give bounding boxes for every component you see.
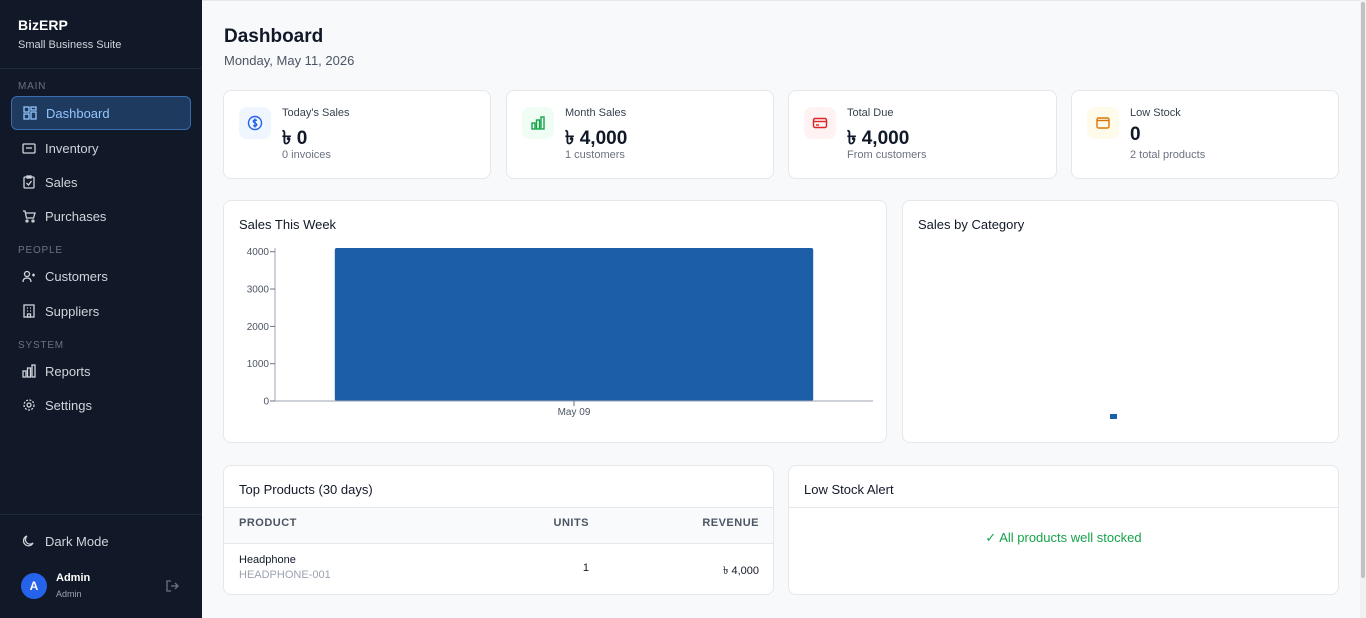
inventory-icon bbox=[22, 141, 36, 155]
sidebar-item-settings[interactable]: Settings bbox=[11, 388, 191, 422]
sales-week-chart: 0 1000 2000 3000 4000 May 09 bbox=[247, 247, 873, 418]
column-header-units: UNITS bbox=[553, 517, 589, 529]
sales-category-card: Sales by Category bbox=[902, 200, 1339, 443]
sidebar-item-sales[interactable]: Sales bbox=[11, 165, 191, 199]
stat-card-todays-sales: Today's Sales ৳ 0 0 invoices bbox=[223, 90, 491, 179]
page-title: Dashboard bbox=[224, 26, 324, 47]
building-icon bbox=[22, 304, 36, 318]
stat-card-total-due: Total Due ৳ 4,000 From customers bbox=[788, 90, 1057, 179]
divider bbox=[789, 507, 1338, 508]
customers-icon bbox=[22, 269, 36, 283]
stat-value: ৳ 4,000 bbox=[565, 128, 628, 149]
column-header-revenue: REVENUE bbox=[702, 517, 759, 529]
top-products-card: Top Products (30 days) PRODUCT UNITS REV… bbox=[223, 465, 774, 595]
product-sku: HEADPHONE-001 bbox=[239, 569, 331, 581]
dark-mode-label: Dark Mode bbox=[45, 533, 109, 549]
sidebar-footer bbox=[0, 514, 202, 618]
card-title: Sales This Week bbox=[239, 217, 337, 232]
logout-icon[interactable] bbox=[165, 579, 179, 593]
product-revenue: ৳ 4,000 bbox=[722, 565, 759, 577]
stat-value: ৳ 4,000 bbox=[847, 128, 910, 149]
stat-card-low-stock: Low Stock 0 2 total products bbox=[1071, 90, 1339, 179]
sidebar-item-label: Customers bbox=[45, 268, 108, 284]
low-stock-card: Low Stock Alert ✓ All products well stoc… bbox=[788, 465, 1339, 595]
sidebar-item-purchases[interactable]: Purchases bbox=[11, 199, 191, 233]
product-name: Headphone bbox=[239, 554, 296, 566]
user-name: Admin bbox=[56, 572, 91, 584]
brand: BizERP Small Business Suite bbox=[0, 0, 202, 69]
stat-label: Low Stock bbox=[1130, 107, 1181, 119]
stat-label: Total Due bbox=[847, 107, 894, 119]
sidebar-item-label: Dashboard bbox=[46, 105, 110, 121]
avatar[interactable]: A bbox=[21, 573, 47, 599]
sales-icon bbox=[22, 175, 36, 189]
section-label-people: PEOPLE bbox=[18, 245, 63, 256]
user-role: Admin bbox=[56, 589, 82, 599]
app-subtitle: Small Business Suite bbox=[18, 39, 122, 51]
sidebar-item-customers[interactable]: Customers bbox=[11, 259, 191, 293]
sidebar-item-suppliers[interactable]: Suppliers bbox=[11, 294, 191, 328]
dollar-icon bbox=[239, 107, 271, 139]
stat-value: 0 bbox=[1130, 124, 1141, 145]
column-header-product: PRODUCT bbox=[239, 517, 297, 529]
sidebar-item-dashboard[interactable]: Dashboard bbox=[11, 96, 191, 130]
bar-chart-icon bbox=[22, 364, 36, 378]
cart-icon bbox=[22, 209, 36, 223]
stat-card-month-sales: Month Sales ৳ 4,000 1 customers bbox=[506, 90, 774, 179]
low-stock-message: ✓ All products well stocked bbox=[985, 530, 1142, 545]
section-label-system: SYSTEM bbox=[18, 340, 64, 351]
sidebar-item-label: Settings bbox=[45, 397, 92, 413]
sidebar-item-label: Inventory bbox=[45, 140, 99, 156]
stat-subtext: From customers bbox=[847, 149, 927, 161]
sales-week-card: Sales This Week 0 1000 2000 3000 4000 May 09 bbox=[223, 200, 887, 443]
sales-category-chart bbox=[1110, 414, 1117, 419]
card-title: Low Stock Alert bbox=[804, 482, 894, 497]
stat-label: Month Sales bbox=[565, 107, 627, 119]
sidebar-item-label: Purchases bbox=[45, 208, 107, 224]
bar-chart-icon bbox=[522, 107, 554, 139]
sidebar-item-label: Suppliers bbox=[45, 303, 100, 319]
y-tick-label: 3000 bbox=[247, 285, 270, 296]
y-tick-label: 1000 bbox=[247, 359, 270, 370]
section-label-main: MAIN bbox=[18, 81, 47, 92]
sidebar-item-label: Reports bbox=[45, 363, 91, 379]
bar bbox=[334, 248, 814, 401]
gear-icon bbox=[22, 398, 36, 412]
card-title: Sales by Category bbox=[918, 217, 1025, 232]
stat-subtext: 2 total products bbox=[1130, 149, 1206, 161]
credit-card-icon bbox=[804, 107, 836, 139]
dark-mode-toggle[interactable]: Dark Mode bbox=[11, 524, 191, 558]
box-icon bbox=[1087, 107, 1119, 139]
sidebar: BizERP Small Business Suite MAIN Dashboa… bbox=[0, 0, 202, 618]
table-header bbox=[224, 507, 773, 544]
stat-value: ৳ 0 bbox=[282, 128, 308, 149]
page-date: Monday, May 11, 2026 bbox=[224, 53, 355, 68]
app-name: BizERP bbox=[18, 17, 68, 33]
stat-label: Today's Sales bbox=[282, 107, 350, 119]
y-tick-label: 2000 bbox=[247, 322, 270, 333]
stat-subtext: 1 customers bbox=[565, 149, 625, 161]
sidebar-item-reports[interactable]: Reports bbox=[11, 354, 191, 388]
product-units: 1 bbox=[582, 562, 589, 574]
sidebar-item-label: Sales bbox=[45, 174, 78, 190]
moon-icon bbox=[22, 534, 36, 548]
sidebar-item-inventory[interactable]: Inventory bbox=[11, 131, 191, 165]
legend-swatch bbox=[1110, 414, 1117, 419]
y-tick-label: 4000 bbox=[247, 247, 270, 258]
y-tick-label: 0 bbox=[263, 397, 269, 408]
stat-subtext: 0 invoices bbox=[282, 149, 331, 161]
scrollbar-thumb[interactable] bbox=[1361, 2, 1365, 578]
dashboard-icon bbox=[23, 106, 37, 120]
card-title: Top Products (30 days) bbox=[239, 482, 373, 497]
x-tick-label: May 09 bbox=[558, 407, 591, 418]
main-content: Dashboard Monday, May 11, 2026 Today's S… bbox=[202, 0, 1366, 618]
